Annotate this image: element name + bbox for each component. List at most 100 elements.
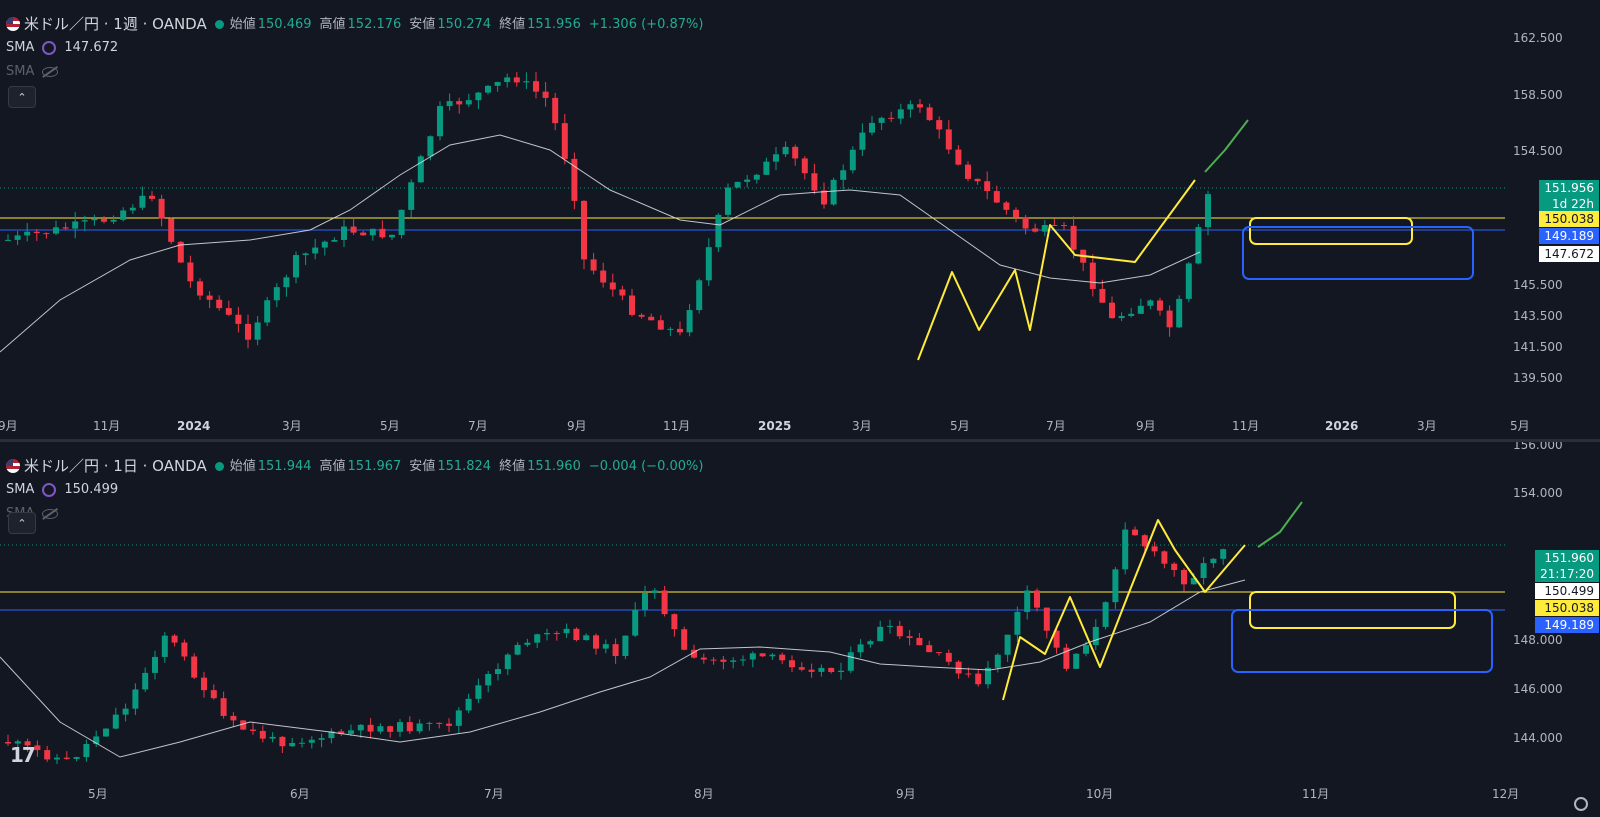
sma-label[interactable]: SMA <box>6 40 35 55</box>
sma-tag: 150.499 <box>1535 583 1599 599</box>
hidden-eye-icon[interactable] <box>42 509 59 519</box>
candle-body <box>857 644 864 653</box>
candle-body <box>622 635 629 657</box>
candle-body <box>667 328 674 330</box>
ohlc-key: 安値 <box>409 16 436 32</box>
candle-body <box>619 289 626 296</box>
candle-body <box>73 757 80 759</box>
candle-body <box>926 645 933 653</box>
daily-chart-panel[interactable]: 156.000 154.000 148.000 146.000 144.000 5月 6月 7… <box>0 442 1600 817</box>
collapse-legend-button[interactable]: ⌃ <box>8 512 36 534</box>
candle-body <box>1147 300 1154 306</box>
sma-line <box>0 134 1201 353</box>
candle-body <box>62 227 69 229</box>
candle-body <box>1089 262 1096 289</box>
candle-body <box>129 207 136 211</box>
time-axis-label: 8月 <box>694 787 714 801</box>
candle-body <box>293 255 299 278</box>
candle-body <box>759 653 766 657</box>
ohlc-value: 151.944 <box>257 458 312 474</box>
candle-body <box>1013 209 1019 218</box>
candle-body <box>14 741 21 744</box>
candle-body <box>561 123 568 159</box>
candle-body <box>896 625 903 637</box>
hidden-eye-icon[interactable] <box>42 67 59 77</box>
candle-body <box>225 308 232 315</box>
candle-body <box>273 287 280 301</box>
sma-settings-icon[interactable] <box>42 41 57 55</box>
tradingview-logo: 17 <box>10 743 36 767</box>
candle-body <box>523 81 530 83</box>
candle-body <box>348 730 354 734</box>
candle-body <box>571 158 578 201</box>
candle-body <box>456 101 463 105</box>
candle-body <box>734 181 741 188</box>
time-axis-label: 3月 <box>852 419 872 433</box>
daily-chart-plot[interactable]: 156.000 154.000 148.000 146.000 144.000 5月 6月 7… <box>0 442 1600 817</box>
candle-body <box>917 104 923 108</box>
daily-symbol-title[interactable]: 米ドル／円 · 1日 · OANDA <box>24 457 207 475</box>
us-flag-icon <box>6 17 20 31</box>
candle-body <box>1200 563 1207 579</box>
candle-body <box>533 81 539 92</box>
price-axis-label: 144.000 <box>1513 731 1563 745</box>
ohlc-value: 150.469 <box>257 16 312 32</box>
candle-body <box>379 228 386 238</box>
gear-icon[interactable] <box>1574 797 1588 811</box>
candle-body <box>740 659 746 661</box>
candle-body <box>1185 263 1192 299</box>
candle-body <box>763 161 770 175</box>
candle-body <box>302 253 309 256</box>
daily-legend: 米ドル／円 · 1日 · OANDA 始値 151.944 高値 151.967 安値 1… <box>6 454 711 526</box>
candle-body <box>437 106 443 137</box>
weekly-symbol-title[interactable]: 米ドル／円 · 1週 · OANDA <box>24 15 207 33</box>
green-forecast-drawing <box>1257 501 1303 548</box>
candle-body <box>1041 225 1048 232</box>
candle-body <box>985 667 991 685</box>
candle-body <box>725 187 731 215</box>
candle-body <box>1141 535 1148 547</box>
weekly-chart-plot[interactable]: 162.500 158.500 154.500 145.500 143.500 141.5… <box>0 0 1600 439</box>
candle-body <box>897 109 904 119</box>
candle-body <box>801 158 808 174</box>
candle-body <box>494 82 501 86</box>
candle-body <box>1092 626 1099 646</box>
ohlc-value: 151.824 <box>437 458 492 474</box>
sma-tag: 147.672 <box>1539 246 1599 262</box>
candle-body <box>101 218 107 222</box>
sma-label[interactable]: SMA <box>6 482 35 497</box>
ohlc-value: 151.960 <box>527 458 581 474</box>
candle-body <box>112 714 119 729</box>
ohlc-key: 終値 <box>499 458 526 474</box>
weekly-legend: 米ドル／円 · 1週 · OANDA 始値 150.469 高値 152.176 安値 1… <box>6 12 711 84</box>
candle-body <box>245 323 251 340</box>
yellow-line-tag: 150.038 <box>1539 211 1599 227</box>
candle-body <box>642 593 648 610</box>
ohlc-key: 安値 <box>409 458 436 474</box>
candle-body <box>485 85 491 93</box>
time-axis-label: 9月 <box>896 787 916 801</box>
blue-line-tag: 149.189 <box>1539 228 1599 244</box>
candle-body <box>142 672 149 690</box>
candle-body <box>1112 569 1119 603</box>
ohlc-key: 始値 <box>229 16 256 32</box>
pane-separator[interactable] <box>0 439 1600 442</box>
price-axis-label: 143.500 <box>1513 309 1563 323</box>
candle-body <box>965 673 972 675</box>
time-axis-label: 3月 <box>1417 419 1437 433</box>
sma-settings-icon[interactable] <box>42 483 57 497</box>
candle-body <box>168 218 175 242</box>
collapse-legend-button[interactable]: ⌃ <box>8 86 36 108</box>
candle-body <box>465 698 472 711</box>
candle-body <box>72 221 79 229</box>
yellow-trend-drawing <box>1002 519 1246 701</box>
candle-body <box>341 226 347 240</box>
candle-body <box>122 708 129 715</box>
sma2-label[interactable]: SMA <box>6 64 35 79</box>
candle-body <box>744 179 751 182</box>
candle-body <box>975 673 982 685</box>
time-axis-label: 10月 <box>1086 787 1113 801</box>
candle-body <box>830 179 837 205</box>
weekly-chart-panel[interactable]: 162.500 158.500 154.500 145.500 143.500 141.5… <box>0 0 1600 439</box>
candle-body <box>798 667 805 670</box>
